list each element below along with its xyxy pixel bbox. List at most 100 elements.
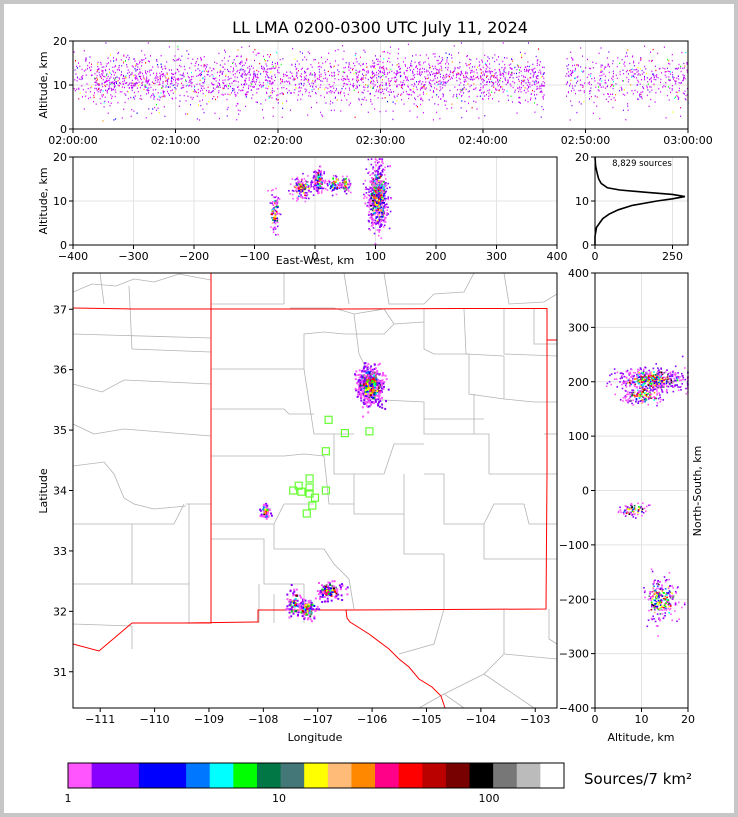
source-point	[116, 58, 117, 60]
source-point	[379, 71, 381, 73]
source-point	[202, 85, 204, 87]
source-point	[539, 64, 540, 66]
source-point	[637, 70, 639, 72]
source-point	[531, 89, 533, 92]
source-point	[441, 57, 443, 59]
source-point	[389, 165, 391, 167]
source-point	[371, 70, 373, 73]
source-point	[316, 174, 318, 177]
source-point	[177, 77, 179, 80]
source-point	[378, 195, 381, 197]
source-point	[451, 103, 453, 105]
source-point	[327, 87, 329, 89]
source-point	[372, 206, 374, 209]
source-point	[101, 83, 103, 85]
time-tick-label: 02:30:00	[356, 134, 405, 147]
source-point	[357, 71, 359, 73]
source-point	[158, 95, 160, 98]
source-point	[103, 106, 105, 108]
source-point	[360, 78, 362, 81]
source-point	[329, 86, 331, 88]
source-point	[466, 75, 467, 77]
source-point	[275, 211, 278, 213]
source-point	[271, 203, 274, 206]
source-point	[356, 395, 359, 398]
source-point	[384, 88, 386, 90]
source-point	[297, 603, 299, 606]
source-point	[188, 77, 190, 79]
source-point	[378, 199, 380, 201]
source-point	[400, 94, 402, 96]
source-point	[619, 62, 621, 64]
source-point	[309, 74, 311, 76]
source-point	[228, 78, 230, 80]
source-point	[389, 61, 391, 63]
source-point	[379, 221, 382, 223]
source-point	[159, 79, 161, 81]
source-point	[321, 174, 323, 176]
source-point	[100, 61, 102, 64]
source-point	[380, 382, 383, 385]
source-point	[335, 592, 338, 595]
source-point	[269, 96, 271, 98]
source-point	[248, 79, 250, 81]
source-point	[276, 218, 279, 220]
source-point	[459, 93, 461, 95]
source-point	[608, 93, 609, 95]
source-point	[419, 68, 421, 70]
source-point	[376, 221, 378, 223]
source-point	[347, 183, 349, 186]
source-point	[366, 196, 368, 199]
source-point	[299, 185, 302, 188]
source-point	[321, 180, 324, 182]
source-point	[156, 60, 158, 62]
source-point	[293, 608, 296, 611]
source-point	[358, 98, 360, 100]
source-point	[110, 102, 112, 104]
lma-station-marker	[321, 447, 330, 456]
source-point	[373, 81, 375, 83]
source-point	[599, 83, 601, 85]
source-point	[295, 189, 297, 192]
source-point	[375, 392, 377, 395]
source-point	[405, 75, 406, 78]
source-point	[314, 170, 317, 172]
source-point	[384, 185, 387, 188]
source-point	[356, 86, 358, 89]
source-point	[275, 65, 277, 67]
source-point	[376, 77, 378, 79]
source-point	[99, 91, 101, 93]
source-point	[353, 85, 354, 88]
source-point	[488, 92, 490, 94]
source-point	[424, 76, 426, 78]
source-point	[638, 72, 640, 75]
source-point	[177, 69, 179, 71]
source-point	[499, 80, 501, 82]
plan-view-panel: −111 −110 −109 −108 −107 −106 −105 −104 −1033132…	[37, 272, 558, 744]
source-point	[436, 59, 438, 62]
source-point	[109, 77, 111, 80]
source-point	[333, 182, 336, 185]
source-point	[240, 61, 241, 63]
source-point	[648, 60, 650, 62]
source-point	[374, 94, 376, 97]
source-point	[251, 97, 253, 99]
source-point	[151, 94, 153, 97]
source-point	[528, 42, 529, 44]
source-point	[629, 62, 631, 65]
source-point	[263, 515, 266, 518]
source-point	[381, 161, 383, 163]
source-point	[430, 74, 431, 76]
source-point	[504, 63, 506, 66]
source-point	[528, 71, 529, 73]
source-point	[212, 75, 214, 77]
source-point	[224, 51, 226, 53]
source-point	[502, 60, 504, 63]
source-point	[197, 68, 199, 70]
source-point	[262, 510, 265, 513]
source-point	[445, 74, 447, 76]
source-point	[485, 63, 487, 66]
source-point	[249, 71, 250, 73]
source-point	[494, 91, 496, 94]
source-point	[607, 85, 608, 87]
